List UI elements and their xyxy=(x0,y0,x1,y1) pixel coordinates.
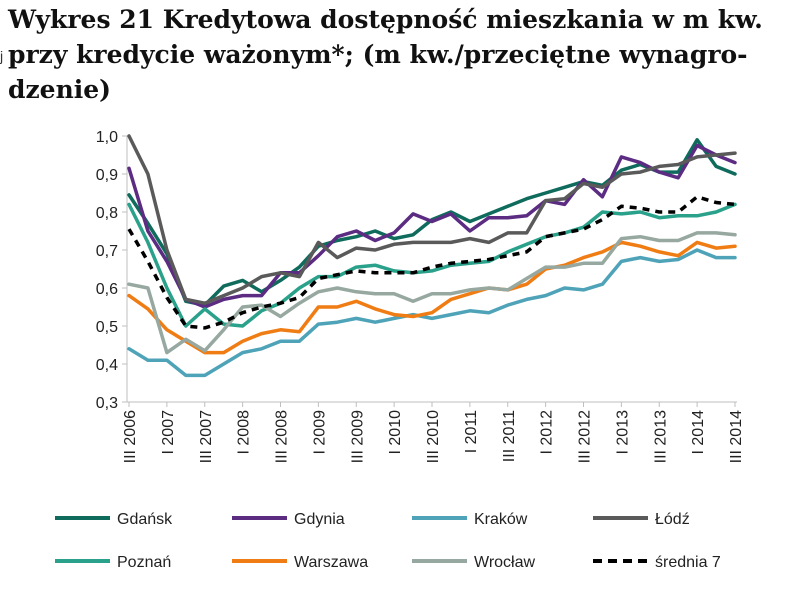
x-tick-label: I 2007 xyxy=(160,410,177,455)
legend-label-5: Warszawa xyxy=(294,554,368,571)
series-line-5 xyxy=(127,240,737,355)
legend-label-3: Łódź xyxy=(655,511,690,528)
x-tick-label: I 2011 xyxy=(463,410,480,453)
y-tick-label: 0,8 xyxy=(96,205,118,222)
x-axis: III 2006 I 2007 III 2007 I 2008 III 2008 I 20… xyxy=(122,401,745,463)
y-tick-label: 0,6 xyxy=(96,281,118,298)
x-tick-label: III 2011 xyxy=(501,410,518,462)
title-line-2: przy kredycie ważonym*; (m kw./przeciętn… xyxy=(8,40,748,69)
x-tick-label: I 2009 xyxy=(311,410,328,455)
chart-title: Wykres 21 Kredytowa dostępność mieszkani… xyxy=(8,2,778,107)
series-line-7 xyxy=(127,195,736,330)
y-tick-label: 1,0 xyxy=(96,129,118,146)
y-tick-label: 0,9 xyxy=(96,167,118,184)
x-tick-label: I 2012 xyxy=(539,410,556,455)
y-tick-label: 0,4 xyxy=(96,357,118,374)
series-line-0 xyxy=(127,138,737,307)
x-tick-label: III 2009 xyxy=(349,410,366,463)
x-tick-label: III 2012 xyxy=(577,410,594,463)
x-tick-label: III 2007 xyxy=(198,410,215,463)
legend: Gdańsk Gdynia Kraków Łódź Poznań Warszawa Wroc… xyxy=(55,511,721,571)
series-line-3 xyxy=(127,134,737,305)
legend-label-7: średnia 7 xyxy=(655,554,721,571)
title-line-3: dzenie) xyxy=(8,75,111,104)
series-line-2 xyxy=(127,248,737,378)
x-tick-label: I 2013 xyxy=(614,410,631,455)
x-tick-label: I 2008 xyxy=(236,410,253,455)
title-line-1: Wykres 21 Kredytowa dostępność mieszkani… xyxy=(8,5,763,34)
legend-label-6: Wrocław xyxy=(474,554,535,571)
y-axis: 1,0 0,9 0,8 0,7 0,6 0,5 0,4 0,3 xyxy=(96,129,128,412)
page-edge-mark: j xyxy=(0,48,4,64)
x-tick-label: III 2006 xyxy=(122,410,139,463)
legend-label-0: Gdańsk xyxy=(117,511,173,528)
legend-label-1: Gdynia xyxy=(294,511,345,528)
y-tick-label: 0,7 xyxy=(96,243,118,260)
y-tick-label: 0,3 xyxy=(96,395,118,412)
series-lines xyxy=(127,134,737,378)
x-tick-label: I 2014 xyxy=(690,410,707,455)
x-tick-label: III 2008 xyxy=(274,410,291,463)
series-line-1 xyxy=(127,143,737,309)
y-tick-label: 0,5 xyxy=(96,319,118,336)
legend-label-2: Kraków xyxy=(474,511,528,528)
x-tick-label: III 2013 xyxy=(652,410,669,463)
legend-label-4: Poznań xyxy=(117,554,171,571)
x-tick-label: I 2010 xyxy=(387,410,404,455)
x-tick-label: III 2010 xyxy=(425,410,442,463)
series-line-6 xyxy=(127,231,737,355)
x-tick-label: III 2014 xyxy=(728,410,745,463)
